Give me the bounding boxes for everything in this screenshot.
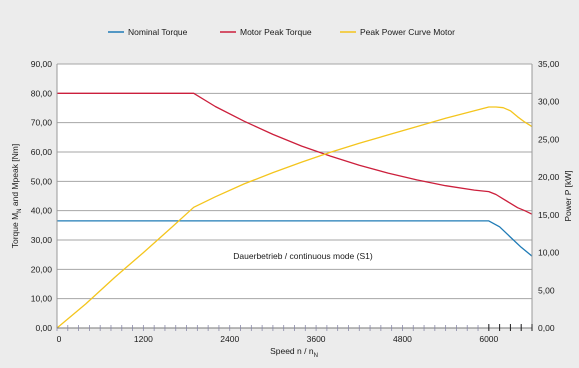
legend-label-peak-power-curve-motor: Peak Power Curve Motor bbox=[360, 27, 455, 37]
y-left-tick-label: 10,00 bbox=[31, 294, 53, 304]
y-left-tick-label: 70,00 bbox=[31, 118, 53, 128]
y-left-tick-label: 20,00 bbox=[31, 264, 53, 274]
y-left-tick-label: 50,00 bbox=[31, 176, 53, 186]
y-right-tick-label: 30,00 bbox=[538, 97, 560, 107]
y-axis-left-label: Torque MN and Mpeak [Nm] bbox=[10, 144, 23, 249]
y-left-tick-label: 90,00 bbox=[31, 59, 53, 69]
series-line-motor-peak-torque bbox=[57, 92, 533, 215]
x-tick-label: 1200 bbox=[134, 334, 153, 344]
legend-label-nominal-torque: Nominal Torque bbox=[128, 27, 188, 37]
x-tick-label: 3600 bbox=[307, 334, 326, 344]
legend-label-motor-peak-torque: Motor Peak Torque bbox=[240, 27, 312, 37]
y-left-tick-label: 80,00 bbox=[31, 88, 53, 98]
y-right-tick-label: 35,00 bbox=[538, 59, 560, 69]
y-right-tick-label: 0,00 bbox=[538, 323, 555, 333]
plot-area bbox=[57, 64, 532, 328]
y-right-tick-label: 15,00 bbox=[538, 210, 560, 220]
x-axis-label: Speed n / nN bbox=[270, 346, 318, 359]
y-right-tick-label: 10,00 bbox=[538, 248, 560, 258]
legend: Nominal Torque Motor Peak Torque Peak Powe… bbox=[108, 27, 455, 37]
y-axis-right-label: Power P [kW] bbox=[563, 170, 573, 221]
x-tick-label: 6000 bbox=[479, 334, 498, 344]
x-tick-label: 0 bbox=[57, 334, 62, 344]
y-left-tick-label: 40,00 bbox=[31, 206, 53, 216]
series-line-peak-power-curve-motor bbox=[56, 106, 533, 329]
series-lines bbox=[56, 92, 533, 329]
y-right-tick-label: 20,00 bbox=[538, 172, 560, 182]
x-tick-label: 4800 bbox=[393, 334, 412, 344]
y-left-tick-label: 30,00 bbox=[31, 235, 53, 245]
annotation-s1: Dauerbetrieb / continuous mode (S1) bbox=[233, 251, 373, 261]
series-line-nominal-torque bbox=[57, 220, 533, 257]
y-right-tick-label: 5,00 bbox=[538, 285, 555, 295]
y-right-tick-label: 25,00 bbox=[538, 134, 560, 144]
y-left-tick-label: 60,00 bbox=[31, 147, 53, 157]
y-left-tick-label: 0,00 bbox=[35, 323, 52, 333]
axes: 0 1200 2400 3600 4800 6000 0,00 10,00 20,00 30,00… bbox=[31, 59, 560, 344]
x-tick-label: 2400 bbox=[220, 334, 239, 344]
